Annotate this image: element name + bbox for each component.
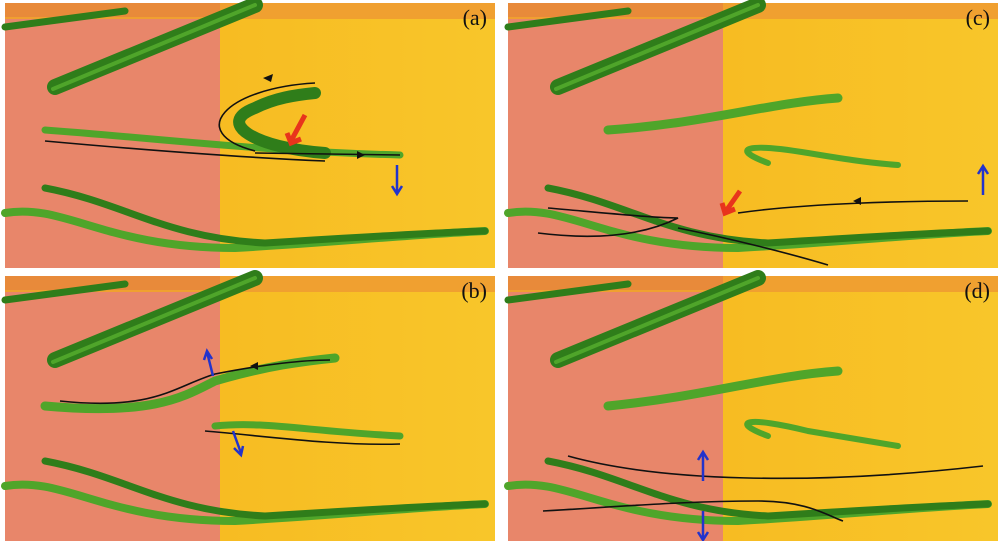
panel-c: (c) <box>508 3 998 268</box>
panel-label: (c) <box>966 5 990 30</box>
panel-background <box>508 3 998 268</box>
panel-d: (d) <box>508 276 998 541</box>
panel-a: (a) <box>5 3 495 268</box>
panel-label: (d) <box>964 278 990 303</box>
panel-label: (b) <box>461 278 487 303</box>
figure: (a) (c) (b) (d) <box>0 0 999 541</box>
panel-label: (a) <box>463 5 487 30</box>
panel-b: (b) <box>5 276 495 541</box>
